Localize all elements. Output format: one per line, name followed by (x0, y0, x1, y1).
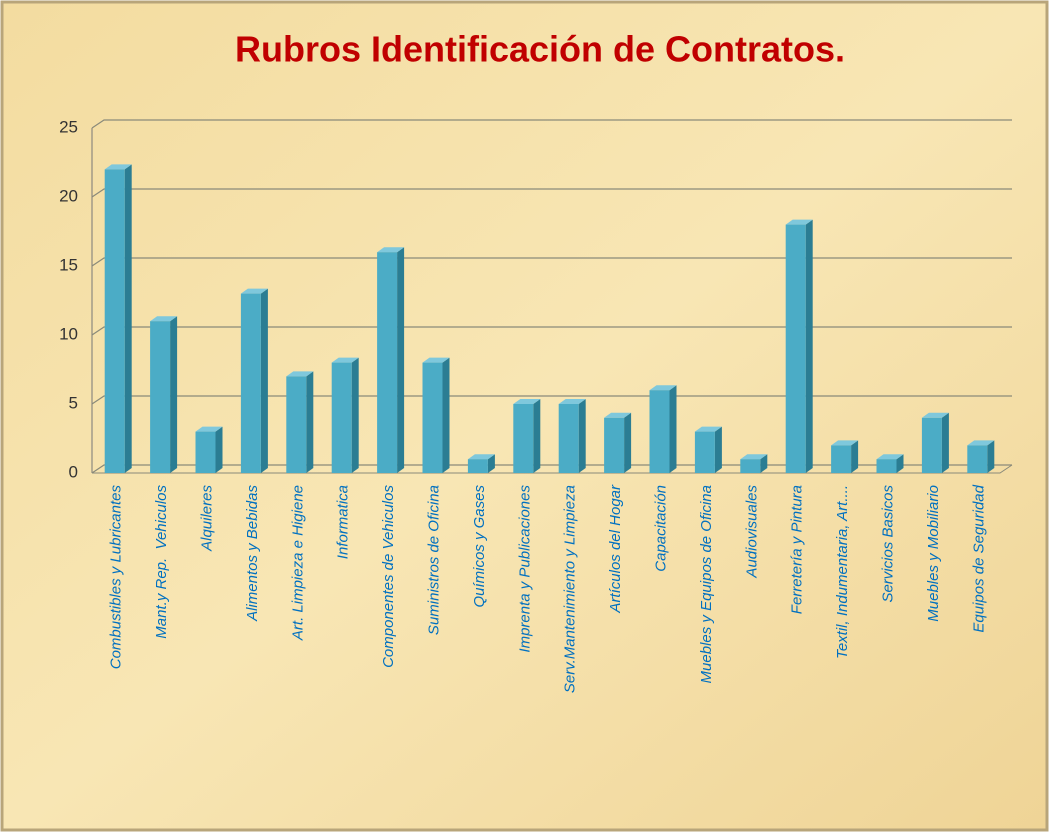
bar-top (150, 316, 178, 322)
bar-top (558, 399, 586, 404)
bar-side (351, 357, 359, 473)
bar-side (805, 219, 813, 473)
bar-side (760, 454, 768, 473)
x-tick-label: Alquileres (198, 485, 215, 552)
x-tick-label: Equipos de Seguridad (970, 484, 987, 632)
grid-line (91, 188, 1012, 198)
bar-top (694, 426, 722, 432)
x-tick-label: Muebles y Mobiliario (925, 485, 942, 622)
bar (649, 390, 670, 473)
grid-line (91, 257, 1012, 267)
bar-top (513, 399, 541, 404)
x-tick-label: Muebles y Equipos de Oficina (698, 485, 715, 683)
bar-side (714, 426, 722, 473)
y-tick-label: 0 (69, 462, 78, 481)
y-tick-label: 15 (59, 255, 78, 274)
bar-side (533, 399, 541, 473)
bar (831, 445, 852, 473)
x-tick-label: Textil, Indumentaria, Art.... (834, 485, 851, 659)
bar-side (215, 426, 223, 473)
bar (286, 376, 307, 473)
bar-top (377, 247, 405, 253)
bar-top (649, 385, 677, 391)
x-tick-label: Ferretería y Pintura (789, 485, 806, 614)
bar-top (921, 412, 949, 418)
bar-top (104, 164, 132, 170)
bar (921, 417, 942, 473)
x-tick-label: Imprenta y Publicaciones (516, 485, 533, 653)
x-tick-label: Servicios Basicos (879, 485, 896, 603)
bar (104, 169, 125, 473)
x-tick-label: Químicos y Gases (471, 485, 488, 608)
bar-top (604, 412, 632, 418)
grid-line (91, 326, 1012, 336)
bar-side (896, 454, 904, 473)
x-tick-label: Art. Limpieza e Higiene (289, 485, 306, 641)
bar-side (442, 357, 450, 473)
bar-side (260, 288, 268, 473)
x-tick-label: Componentes de Vehiculos (380, 485, 397, 668)
bar (150, 321, 171, 473)
bar (785, 224, 806, 473)
bar-top (240, 288, 268, 294)
bar-top (785, 219, 813, 225)
bar-side (124, 164, 132, 473)
y-tick-label: 10 (59, 324, 78, 343)
chart-title: Rubros Identificación de Contratos. (235, 29, 845, 70)
bar-side (397, 247, 405, 473)
bar-top (967, 440, 995, 446)
bar (740, 459, 761, 473)
bar (195, 431, 216, 473)
x-tick-label: Mant.y Rep. Vehiculos (153, 485, 170, 639)
bar-side (851, 440, 859, 473)
bar (422, 362, 443, 473)
bar-side (987, 440, 995, 473)
y-tick-label: 5 (69, 393, 78, 412)
bar (967, 445, 988, 473)
bar (558, 404, 579, 473)
x-tick-label: Suministros de Oficina (425, 485, 442, 635)
bar-top (876, 454, 904, 460)
grid-line (91, 119, 1012, 129)
bar-side (487, 454, 495, 473)
bar-side (669, 385, 677, 473)
bar-top (331, 357, 359, 363)
bar-top (467, 454, 495, 460)
bar-top (422, 357, 450, 363)
x-tick-label: Capacitación (652, 485, 669, 572)
y-tick-label: 25 (59, 117, 78, 136)
bar-side (170, 316, 178, 473)
grid-line (91, 395, 1012, 405)
bar (513, 404, 534, 473)
x-tick-label: Artículos del Hogar (607, 484, 624, 614)
bar-top (286, 371, 314, 377)
x-tick-label: Combustibles y Lubricantes (108, 485, 125, 670)
x-tick-label: Audiovisuales (743, 485, 760, 579)
bar (240, 293, 261, 473)
x-tick-label: Serv.Mantenimiento y Limpieza (562, 485, 579, 693)
bar (604, 417, 625, 473)
bar (467, 459, 488, 473)
bar (694, 431, 715, 473)
bar (876, 459, 897, 473)
bar-side (624, 412, 632, 473)
x-tick-label: Alimentos y Bebidas (244, 485, 261, 622)
y-tick-label: 20 (59, 186, 78, 205)
bar-top (740, 454, 768, 460)
bar-side (941, 412, 949, 473)
x-tick-label: Informatica (335, 485, 352, 559)
bar-side (306, 371, 314, 473)
bar (377, 252, 398, 473)
bar-top (831, 440, 859, 446)
bar (331, 362, 352, 473)
bar-top (195, 426, 223, 432)
bar-side (578, 399, 586, 473)
